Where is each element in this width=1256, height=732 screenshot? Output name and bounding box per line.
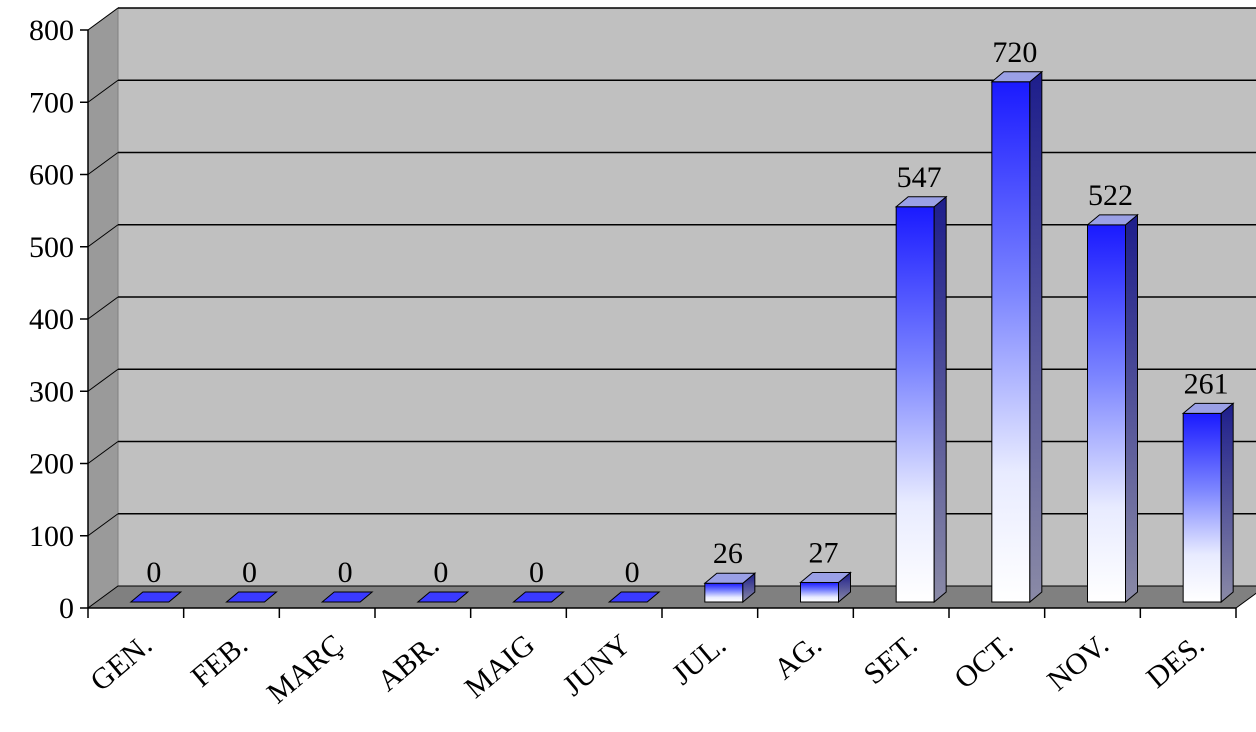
data-label: 547: [897, 161, 942, 194]
bar: [799, 571, 852, 604]
bar: [1086, 213, 1139, 604]
gridline-side: [87, 152, 119, 175]
bar: [990, 70, 1044, 604]
x-tick-label: NOV.: [1041, 628, 1115, 697]
x-tick-label: MAIG: [459, 628, 541, 705]
bar-front: [1087, 224, 1126, 603]
bar-top: [1086, 214, 1139, 226]
y-tick-label: 600: [29, 159, 74, 192]
bar: [225, 591, 278, 603]
data-label: 0: [146, 556, 161, 589]
y-tick-label: 500: [29, 231, 74, 264]
y-tick-label: 200: [29, 448, 74, 481]
gridlines: [87, 7, 1256, 537]
data-label: 0: [338, 556, 353, 589]
gridline-side: [87, 441, 119, 464]
bar: [320, 591, 374, 603]
plot-background: [86, 7, 1256, 609]
gridline-side: [87, 79, 119, 103]
data-label: 0: [529, 556, 544, 589]
gridline-side: [87, 224, 119, 248]
bar-top: [607, 591, 661, 603]
bar-front: [895, 206, 935, 603]
x-tick-label: JUL.: [666, 628, 733, 691]
data-label: 27: [809, 536, 839, 569]
bar-top: [1181, 402, 1235, 414]
data-label: 261: [1184, 367, 1229, 400]
y-tick-label: 800: [29, 14, 74, 47]
bar-top: [703, 572, 757, 584]
data-label: 0: [242, 556, 257, 589]
data-label: 720: [992, 36, 1037, 69]
y-tick-label: 100: [29, 520, 74, 553]
bar-top: [225, 591, 278, 603]
gridline-side: [87, 513, 119, 537]
gridline-side: [87, 368, 119, 392]
y-tick-label: 400: [29, 303, 74, 336]
data-labels: 0 0 0 0 0 0 26 27 547 720 522 261: [146, 36, 1228, 589]
bar-front: [800, 581, 839, 603]
x-tick-label: OCT.: [948, 628, 1019, 695]
x-tick-label: DES.: [1140, 628, 1210, 695]
data-label: 26: [713, 537, 743, 570]
data-label: 522: [1088, 179, 1133, 212]
bar-top: [416, 591, 470, 603]
bar: [703, 572, 757, 604]
x-tick-label: SET.: [858, 628, 924, 691]
x-tick-label: MARÇ: [261, 628, 350, 710]
bar-side: [1125, 213, 1138, 604]
gridline-side: [87, 7, 119, 31]
bar-front: [991, 81, 1031, 603]
bar: [129, 591, 183, 603]
data-label: 0: [433, 556, 448, 589]
bars: [129, 70, 1235, 604]
bar: [512, 591, 565, 603]
bar-top: [894, 196, 948, 208]
x-tick-label: ABR.: [371, 628, 445, 698]
bar-top: [320, 591, 374, 603]
bar-top: [799, 571, 852, 583]
bar-front: [1182, 412, 1222, 603]
bar-top: [990, 71, 1044, 83]
bar-side: [1029, 70, 1043, 604]
bar: [607, 591, 661, 603]
bar: [416, 591, 470, 603]
x-tick-label: AG.: [768, 628, 828, 686]
x-tick-label: JUNY: [557, 628, 637, 703]
y-tick-label: 700: [29, 86, 74, 119]
bar: [894, 195, 948, 604]
bar: [1181, 402, 1235, 604]
y-tick-label: 300: [29, 375, 74, 408]
y-tick-label: 0: [59, 592, 74, 625]
bar-side: [933, 195, 947, 604]
bar-side: [1220, 402, 1234, 604]
data-label: 0: [625, 556, 640, 589]
bar-front: [704, 582, 744, 603]
bar-top: [512, 591, 565, 603]
x-tick-label: FEB.: [185, 628, 254, 693]
gridline-side: [87, 296, 119, 320]
bar-top: [129, 591, 183, 603]
x-tick-label: GEN.: [84, 628, 158, 698]
